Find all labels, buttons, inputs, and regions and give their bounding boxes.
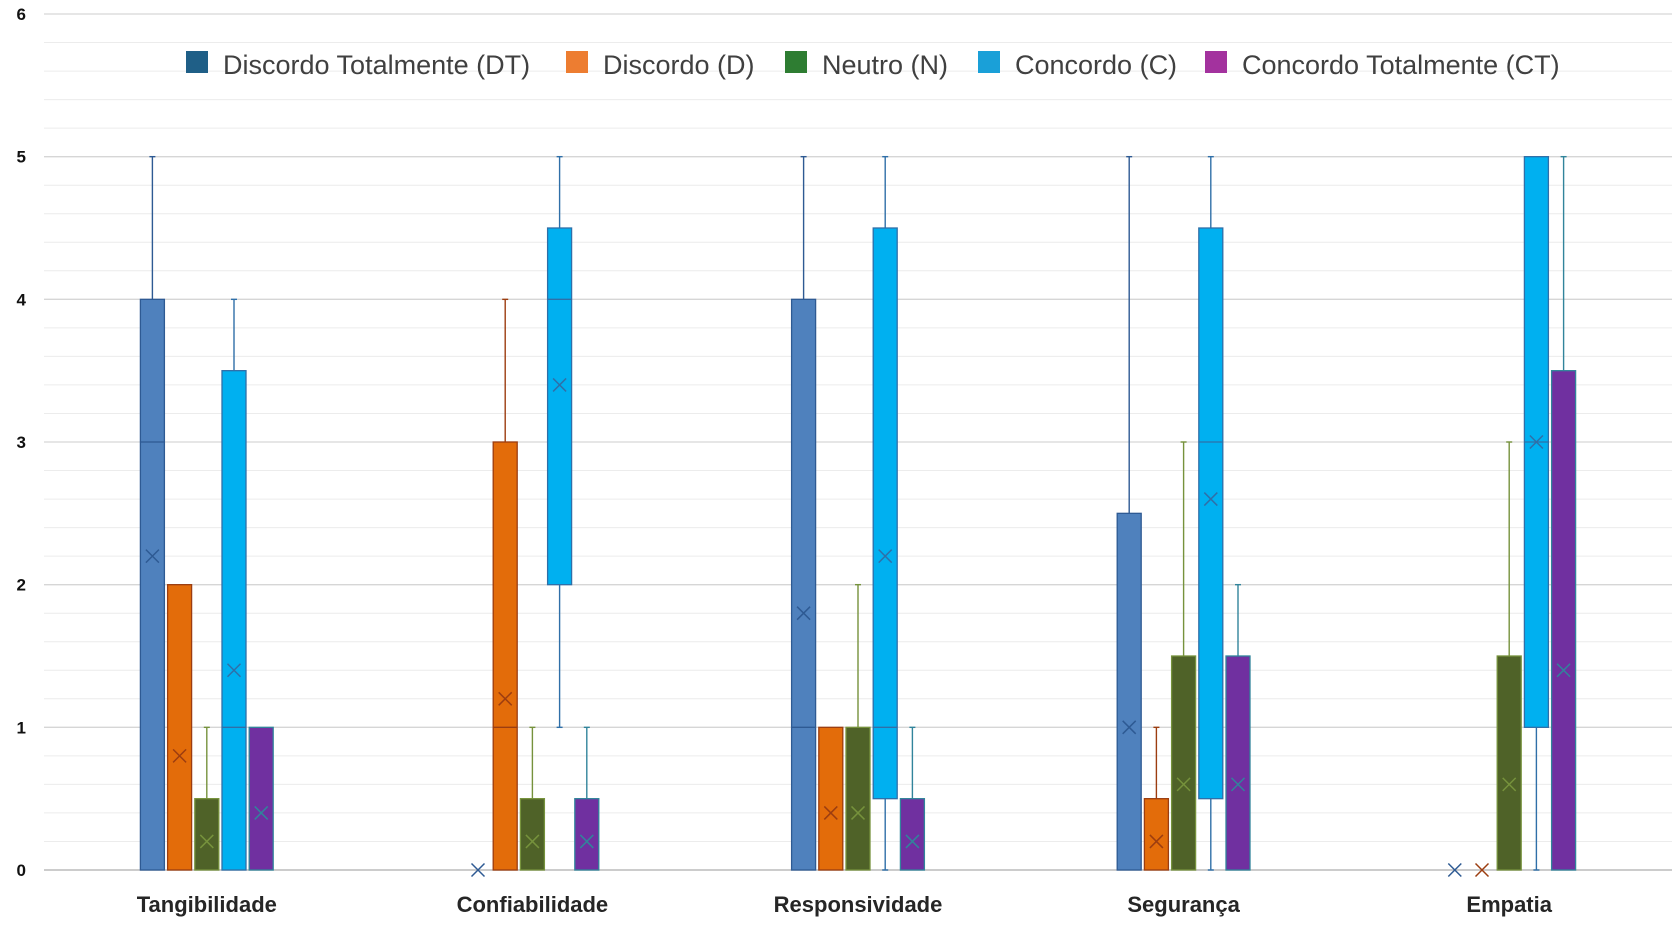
- y-axis: 0 1 2 3 4 5 6: [17, 5, 27, 880]
- box-2-2: [846, 585, 870, 870]
- x-tick-label: Confiabilidade: [457, 892, 609, 917]
- x-axis: Tangibilidade Confiabilidade Responsividad…: [137, 892, 1553, 917]
- box-3-3: [1199, 157, 1223, 870]
- box-2-3: [1172, 442, 1196, 870]
- legend-swatch: [566, 51, 588, 73]
- legend: Discordo Totalmente (DT) Discordo (D) Neut…: [186, 50, 1560, 80]
- legend-item: Concordo (C): [978, 50, 1177, 80]
- legend-item: Discordo (D): [566, 50, 755, 80]
- box-body: [195, 799, 219, 870]
- legend-item: Concordo Totalmente (CT): [1205, 50, 1560, 80]
- legend-swatch: [186, 51, 208, 73]
- box-4-0: [249, 727, 273, 870]
- box-4-1: [575, 727, 599, 870]
- box-2-0: [195, 727, 219, 870]
- box-body: [819, 727, 843, 870]
- y-tick-label: 4: [17, 290, 27, 309]
- box-4-3: [1226, 585, 1250, 870]
- box-body: [1172, 656, 1196, 870]
- box-body: [873, 228, 897, 799]
- y-tick-label: 2: [17, 576, 26, 595]
- box-1-3: [1144, 727, 1168, 870]
- box-0-2: [792, 157, 816, 870]
- box-2-4: [1497, 442, 1521, 870]
- legend-label: Concordo (C): [1015, 50, 1177, 80]
- box-2-1: [520, 727, 544, 870]
- box-3-4: [1524, 157, 1548, 870]
- legend-item: Neutro (N): [785, 50, 948, 80]
- legend-swatch: [1205, 51, 1227, 73]
- box-body: [493, 442, 517, 870]
- x-tick-label: Segurança: [1127, 892, 1240, 917]
- legend-swatch: [785, 51, 807, 73]
- box-body: [792, 299, 816, 870]
- box-body: [222, 371, 246, 870]
- legend-item: Discordo Totalmente (DT): [186, 50, 530, 80]
- box-0-0: [140, 157, 164, 870]
- box-1-2: [819, 727, 843, 870]
- box-body: [548, 228, 572, 585]
- box-body: [520, 799, 544, 870]
- x-tick-label: Empatia: [1466, 892, 1552, 917]
- y-tick-label: 1: [17, 718, 26, 737]
- x-tick-label: Tangibilidade: [137, 892, 277, 917]
- box-body: [575, 799, 599, 870]
- box-body: [1497, 656, 1521, 870]
- y-tick-label: 0: [17, 861, 26, 880]
- box-3-0: [222, 299, 246, 870]
- box-body: [168, 585, 192, 870]
- box-body: [1226, 656, 1250, 870]
- y-tick-label: 3: [17, 433, 26, 452]
- box-4-2: [900, 727, 924, 870]
- box-3-2: [873, 157, 897, 870]
- box-body: [1552, 371, 1576, 870]
- box-body: [140, 299, 164, 870]
- legend-label: Neutro (N): [822, 50, 948, 80]
- box-body: [1199, 228, 1223, 799]
- y-tick-label: 5: [17, 148, 26, 167]
- box-body: [900, 799, 924, 870]
- legend-swatch: [978, 51, 1000, 73]
- y-tick-label: 6: [17, 5, 26, 24]
- legend-label: Discordo Totalmente (DT): [223, 50, 530, 80]
- legend-label: Discordo (D): [603, 50, 755, 80]
- box-0-3: [1117, 157, 1141, 870]
- legend-label: Concordo Totalmente (CT): [1242, 50, 1560, 80]
- plot-area: [140, 157, 1575, 877]
- box-body: [846, 727, 870, 870]
- box-1-0: [168, 585, 192, 870]
- box-4-4: [1552, 157, 1576, 870]
- x-tick-label: Responsividade: [774, 892, 943, 917]
- box-body: [249, 727, 273, 870]
- box-body: [1144, 799, 1168, 870]
- box-body: [1117, 513, 1141, 870]
